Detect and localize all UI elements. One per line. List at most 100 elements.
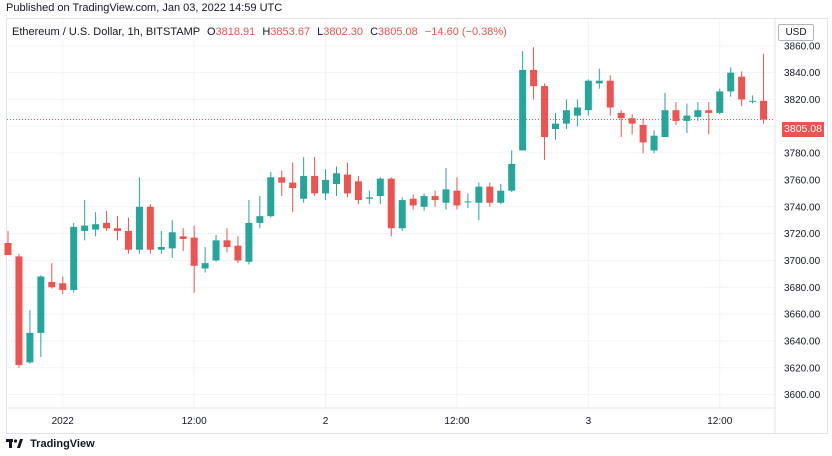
candle-body[interactable] — [628, 118, 636, 124]
candle-body[interactable] — [201, 263, 209, 269]
candle-body[interactable] — [606, 80, 614, 108]
candle-body[interactable] — [639, 124, 647, 143]
symbol-name[interactable]: Ethereum / U.S. Dollar, 1h, BITSTAMP — [12, 26, 200, 38]
published-caption: Published on TradingView.com, Jan 03, 20… — [6, 2, 283, 14]
candle-body[interactable] — [420, 196, 428, 207]
candle-body[interactable] — [650, 135, 658, 151]
y-tick-label: 3760.00 — [784, 175, 821, 186]
candle-body[interactable] — [343, 174, 351, 194]
candle-body[interactable] — [190, 237, 198, 266]
candle-body[interactable] — [749, 100, 757, 102]
y-tick-label: 3600.00 — [784, 390, 821, 401]
candle-body[interactable] — [212, 240, 220, 261]
candle-body[interactable] — [223, 240, 231, 248]
candle-body[interactable] — [245, 222, 253, 262]
candle-body[interactable] — [409, 198, 417, 206]
y-tick-label: 3740.00 — [784, 202, 821, 213]
candle-body[interactable] — [354, 181, 362, 201]
candle-body[interactable] — [672, 110, 680, 121]
candle-body[interactable] — [157, 247, 165, 250]
candle-body[interactable] — [135, 206, 143, 250]
candle-body[interactable] — [168, 232, 176, 249]
candle-body[interactable] — [376, 178, 384, 197]
candle-body[interactable] — [48, 281, 56, 288]
y-tick-label: 3860.00 — [784, 41, 821, 52]
candle-body[interactable] — [464, 201, 472, 203]
candle-body[interactable] — [573, 107, 581, 116]
x-tick-label: 3 — [586, 416, 592, 427]
x-tick-label: 2 — [323, 416, 329, 427]
brand-name[interactable]: TradingView — [30, 438, 95, 451]
candle-body[interactable] — [486, 186, 494, 203]
y-tick-label: 3840.00 — [784, 68, 821, 79]
y-tick-label: 3700.00 — [784, 256, 821, 267]
candle-body[interactable] — [234, 245, 242, 261]
x-tick-label: 12:00 — [707, 416, 732, 427]
candle-body[interactable] — [289, 182, 297, 189]
candle-body[interactable] — [595, 80, 603, 84]
candle-body[interactable] — [179, 236, 187, 239]
candle-body[interactable] — [760, 100, 768, 120]
candle-body[interactable] — [256, 216, 264, 223]
x-tick-label: 2022 — [52, 416, 75, 427]
candle-body[interactable] — [103, 222, 111, 229]
change-value: −14.60 (−0.38%) — [424, 26, 507, 38]
candle-body[interactable] — [661, 110, 669, 138]
candle-body[interactable] — [552, 123, 559, 129]
candle-body[interactable] — [114, 228, 121, 231]
candle-body[interactable] — [497, 190, 505, 203]
y-tick-label: 3660.00 — [784, 310, 821, 321]
candle-body[interactable] — [508, 163, 516, 191]
candle-body[interactable] — [81, 225, 89, 231]
y-tick-label: 3820.00 — [784, 95, 821, 106]
candle-body[interactable] — [453, 190, 461, 206]
candle-body[interactable] — [617, 112, 625, 119]
close-value: 3805.08 — [378, 26, 418, 38]
footer: TradingView — [6, 438, 95, 454]
candle-body[interactable] — [705, 110, 713, 113]
candle-body[interactable] — [92, 224, 100, 230]
candle-body[interactable] — [15, 256, 23, 366]
candle-body[interactable] — [562, 110, 570, 124]
currency-badge[interactable]: USD — [778, 24, 814, 41]
y-tick-label: 3640.00 — [784, 336, 821, 347]
candle-body[interactable] — [278, 177, 286, 183]
y-tick-label: 3620.00 — [784, 363, 821, 374]
candle-body[interactable] — [4, 243, 12, 256]
candle-body[interactable] — [475, 186, 483, 203]
candle-body[interactable] — [365, 197, 373, 199]
candle-body[interactable] — [716, 91, 724, 113]
candle-body[interactable] — [70, 226, 78, 290]
candle-body[interactable] — [584, 80, 592, 111]
high-value: 3853.67 — [270, 26, 311, 38]
tradingview-logo-icon — [6, 439, 23, 449]
candle-body[interactable] — [333, 173, 340, 184]
last-price-label: 3805.08 — [782, 122, 824, 137]
symbol-legend: Ethereum / U.S. Dollar, 1h, BITSTAMP O38… — [12, 26, 507, 38]
candle-body[interactable] — [146, 206, 154, 250]
candle-body[interactable] — [442, 189, 450, 203]
candle-body[interactable] — [267, 177, 275, 217]
x-tick-label: 12:00 — [182, 416, 207, 427]
candle-body[interactable] — [300, 175, 308, 199]
candle-body[interactable] — [124, 230, 132, 250]
y-tick-label: 3780.00 — [784, 149, 821, 160]
candle-body[interactable] — [541, 86, 549, 138]
high-key: H — [262, 26, 271, 38]
candle-body[interactable] — [387, 178, 395, 229]
candle-body[interactable] — [727, 72, 735, 92]
candle-body[interactable] — [37, 276, 45, 333]
candle-body[interactable] — [59, 283, 67, 290]
candle-body[interactable] — [530, 69, 538, 87]
candle-body[interactable] — [694, 110, 702, 117]
candle-body[interactable] — [322, 179, 330, 194]
candle-body[interactable] — [26, 332, 34, 363]
candle-body[interactable] — [311, 175, 319, 194]
candle-body[interactable] — [519, 69, 527, 151]
low-value: 3802.30 — [323, 26, 364, 38]
candle-body[interactable] — [398, 200, 406, 229]
candle-body[interactable] — [738, 76, 746, 100]
candle-body[interactable] — [431, 196, 439, 201]
candle-body[interactable] — [683, 115, 691, 121]
